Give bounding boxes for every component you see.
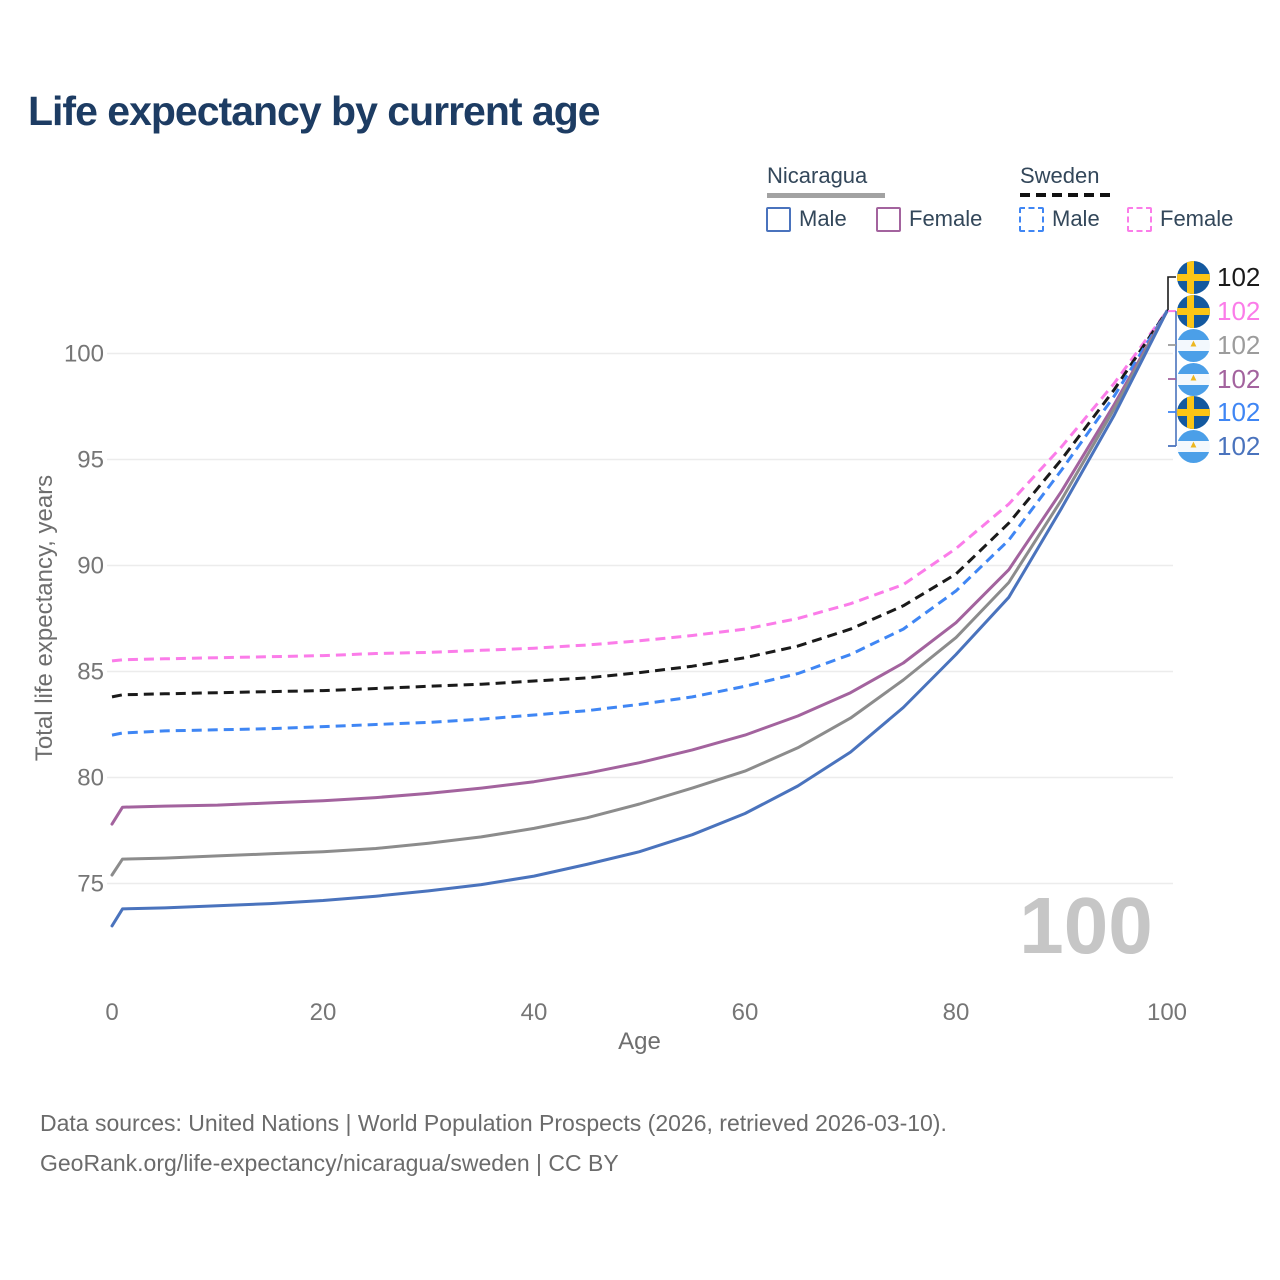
legend-item-label: Male bbox=[1052, 206, 1100, 231]
legend-country-nicaragua[interactable]: Nicaragua bbox=[767, 163, 868, 188]
x-axis-title: Age bbox=[618, 1028, 661, 1055]
end-label-value: 102 bbox=[1217, 329, 1261, 360]
legend-item-sweden-female[interactable]: Female bbox=[1127, 206, 1233, 232]
x-tick-label: 100 bbox=[1147, 999, 1187, 1026]
end-label-row: 102 bbox=[1177, 260, 1260, 294]
data-sources-note: Data sources: United Nations | World Pop… bbox=[40, 1110, 947, 1136]
legend-country-sweden[interactable]: Sweden bbox=[1020, 163, 1100, 188]
end-label-value: 102 bbox=[1217, 261, 1261, 292]
series-line-nicaragua[interactable] bbox=[110, 309, 1169, 877]
series-line-sweden[interactable] bbox=[111, 310, 1169, 699]
x-tick-label: 0 bbox=[105, 999, 118, 1026]
y-tick-label: 95 bbox=[77, 447, 104, 474]
attribution-note: GeoRank.org/life-expectancy/nicaragua/sw… bbox=[40, 1150, 619, 1176]
legend-item-sweden-male[interactable]: Male bbox=[1019, 206, 1100, 232]
series-line-nicaragua-female[interactable] bbox=[110, 309, 1169, 826]
end-label-row: 102 bbox=[1177, 395, 1260, 429]
y-axis-title: Total life expectancy, years bbox=[31, 475, 58, 761]
x-tick-label: 20 bbox=[310, 999, 337, 1026]
end-label-row: 102 bbox=[1177, 362, 1260, 396]
end-label-value: 102 bbox=[1217, 396, 1261, 427]
y-tick-label: 90 bbox=[77, 553, 104, 580]
chart-title: Life expectancy by current age bbox=[28, 88, 601, 134]
x-tick-label: 40 bbox=[521, 999, 548, 1026]
series-line-sweden-female[interactable] bbox=[111, 310, 1169, 663]
legend-item-label: Female bbox=[1160, 206, 1234, 231]
end-label-value: 102 bbox=[1217, 363, 1261, 394]
series-line-nicaragua-male[interactable] bbox=[110, 309, 1169, 928]
age-hover-watermark: 100 bbox=[1019, 881, 1152, 970]
end-label-value: 102 bbox=[1217, 295, 1261, 326]
end-label-value: 102 bbox=[1217, 430, 1261, 461]
end-label-row: 102 bbox=[1177, 294, 1260, 328]
nicaragua-flag-icon bbox=[1177, 328, 1210, 362]
nicaragua-female-swatch-icon bbox=[876, 206, 901, 232]
y-tick-label: 85 bbox=[77, 659, 104, 686]
legend-item-nicaragua-male[interactable]: Male bbox=[766, 206, 847, 232]
legend-item-nicaragua-female[interactable]: Female bbox=[876, 206, 982, 232]
end-label-row: 102 bbox=[1177, 328, 1260, 362]
sweden-female-swatch-icon bbox=[1127, 206, 1152, 232]
nicaragua-male-swatch-icon bbox=[766, 206, 791, 232]
y-tick-label: 100 bbox=[64, 341, 104, 368]
legend-item-label: Female bbox=[909, 206, 983, 231]
sweden-line-sample bbox=[1020, 193, 1111, 197]
series-line-sweden-male[interactable] bbox=[111, 310, 1169, 737]
x-tick-label: 80 bbox=[943, 999, 970, 1026]
end-label-row: 102 bbox=[1177, 429, 1260, 463]
nicaragua-line-sample bbox=[767, 193, 885, 198]
y-tick-label: 75 bbox=[77, 871, 104, 898]
sweden-flag-icon bbox=[1177, 294, 1210, 328]
sweden-male-swatch-icon bbox=[1019, 206, 1044, 232]
sweden-flag-icon bbox=[1177, 395, 1210, 429]
y-tick-label: 80 bbox=[77, 765, 104, 792]
end-label-connector bbox=[1167, 276, 1176, 312]
nicaragua-flag-icon bbox=[1177, 362, 1210, 396]
sweden-flag-icon bbox=[1177, 260, 1210, 294]
x-tick-label: 60 bbox=[732, 999, 759, 1026]
legend-item-label: Male bbox=[799, 206, 847, 231]
nicaragua-flag-icon bbox=[1177, 429, 1210, 463]
